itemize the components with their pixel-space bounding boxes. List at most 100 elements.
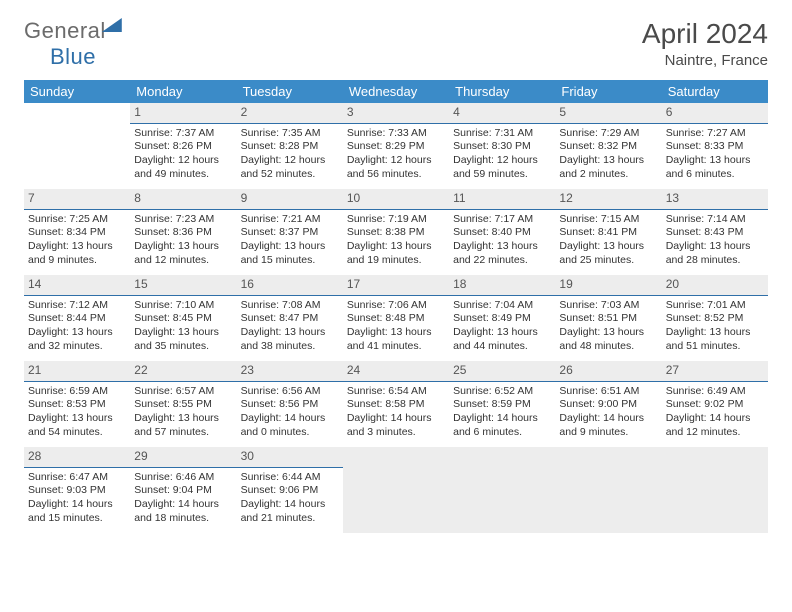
- day-body: Sunrise: 6:49 AMSunset: 9:02 PMDaylight:…: [662, 382, 768, 443]
- calendar-day-cell: 2Sunrise: 7:35 AMSunset: 8:28 PMDaylight…: [237, 103, 343, 189]
- day-body: Sunrise: 7:14 AMSunset: 8:43 PMDaylight:…: [662, 210, 768, 271]
- day-number: 15: [130, 275, 236, 296]
- page-title: April 2024: [642, 18, 768, 50]
- calendar-day-cell: 28Sunrise: 6:47 AMSunset: 9:03 PMDayligh…: [24, 447, 130, 533]
- day-number: 5: [555, 103, 661, 124]
- calendar-day-cell: 12Sunrise: 7:15 AMSunset: 8:41 PMDayligh…: [555, 189, 661, 275]
- sunrise-line: Sunrise: 7:12 AM: [28, 299, 126, 313]
- calendar-day-cell: 7Sunrise: 7:25 AMSunset: 8:34 PMDaylight…: [24, 189, 130, 275]
- day-number: 14: [24, 275, 130, 296]
- daylight-line: Daylight: 13 hours and 12 minutes.: [134, 240, 232, 267]
- sunset-line: Sunset: 8:30 PM: [453, 140, 551, 154]
- sunset-line: Sunset: 8:49 PM: [453, 312, 551, 326]
- weekday-header: Wednesday: [343, 80, 449, 103]
- day-body: Sunrise: 6:47 AMSunset: 9:03 PMDaylight:…: [24, 468, 130, 529]
- sunset-line: Sunset: 8:36 PM: [134, 226, 232, 240]
- day-body: Sunrise: 7:01 AMSunset: 8:52 PMDaylight:…: [662, 296, 768, 357]
- day-number: 1: [130, 103, 236, 124]
- day-body: Sunrise: 6:52 AMSunset: 8:59 PMDaylight:…: [449, 382, 555, 443]
- sunset-line: Sunset: 8:45 PM: [134, 312, 232, 326]
- calendar-day-cell: [24, 103, 130, 189]
- daylight-line: Daylight: 13 hours and 44 minutes.: [453, 326, 551, 353]
- daylight-line: Daylight: 13 hours and 51 minutes.: [666, 326, 764, 353]
- sunset-line: Sunset: 8:34 PM: [28, 226, 126, 240]
- daylight-line: Daylight: 13 hours and 15 minutes.: [241, 240, 339, 267]
- sunset-line: Sunset: 9:02 PM: [666, 398, 764, 412]
- day-body: Sunrise: 7:31 AMSunset: 8:30 PMDaylight:…: [449, 124, 555, 185]
- day-body: Sunrise: 6:46 AMSunset: 9:04 PMDaylight:…: [130, 468, 236, 529]
- day-body: Sunrise: 7:25 AMSunset: 8:34 PMDaylight:…: [24, 210, 130, 271]
- sunrise-line: Sunrise: 7:06 AM: [347, 299, 445, 313]
- calendar-day-cell: 9Sunrise: 7:21 AMSunset: 8:37 PMDaylight…: [237, 189, 343, 275]
- sunrise-line: Sunrise: 6:44 AM: [241, 471, 339, 485]
- sunset-line: Sunset: 8:29 PM: [347, 140, 445, 154]
- calendar-day-cell: 1Sunrise: 7:37 AMSunset: 8:26 PMDaylight…: [130, 103, 236, 189]
- day-number: 30: [237, 447, 343, 468]
- day-number: 10: [343, 189, 449, 210]
- day-number: 16: [237, 275, 343, 296]
- sunrise-line: Sunrise: 7:35 AM: [241, 127, 339, 141]
- calendar-week-row: 7Sunrise: 7:25 AMSunset: 8:34 PMDaylight…: [24, 189, 768, 275]
- day-number: 20: [662, 275, 768, 296]
- sunrise-line: Sunrise: 7:04 AM: [453, 299, 551, 313]
- sunrise-line: Sunrise: 7:14 AM: [666, 213, 764, 227]
- daylight-line: Daylight: 13 hours and 25 minutes.: [559, 240, 657, 267]
- sunset-line: Sunset: 8:38 PM: [347, 226, 445, 240]
- day-number: 22: [130, 361, 236, 382]
- logo-text-2: Blue: [50, 44, 96, 69]
- sunset-line: Sunset: 8:26 PM: [134, 140, 232, 154]
- logo: General Blue: [24, 18, 122, 70]
- day-number: 23: [237, 361, 343, 382]
- day-body: Sunrise: 7:35 AMSunset: 8:28 PMDaylight:…: [237, 124, 343, 185]
- calendar-day-cell: 17Sunrise: 7:06 AMSunset: 8:48 PMDayligh…: [343, 275, 449, 361]
- day-number: 13: [662, 189, 768, 210]
- calendar-day-cell: [555, 447, 661, 533]
- sunrise-line: Sunrise: 7:19 AM: [347, 213, 445, 227]
- sunset-line: Sunset: 8:43 PM: [666, 226, 764, 240]
- sunrise-line: Sunrise: 7:33 AM: [347, 127, 445, 141]
- title-block: April 2024 Naintre, France: [642, 18, 768, 69]
- day-body: Sunrise: 7:08 AMSunset: 8:47 PMDaylight:…: [237, 296, 343, 357]
- daylight-line: Daylight: 13 hours and 48 minutes.: [559, 326, 657, 353]
- calendar-week-row: 28Sunrise: 6:47 AMSunset: 9:03 PMDayligh…: [24, 447, 768, 533]
- day-body: Sunrise: 6:51 AMSunset: 9:00 PMDaylight:…: [555, 382, 661, 443]
- header: General Blue April 2024 Naintre, France: [24, 18, 768, 70]
- daylight-line: Daylight: 13 hours and 41 minutes.: [347, 326, 445, 353]
- calendar-day-cell: [449, 447, 555, 533]
- day-number: 26: [555, 361, 661, 382]
- calendar-day-cell: 27Sunrise: 6:49 AMSunset: 9:02 PMDayligh…: [662, 361, 768, 447]
- calendar-day-cell: 24Sunrise: 6:54 AMSunset: 8:58 PMDayligh…: [343, 361, 449, 447]
- sunset-line: Sunset: 9:06 PM: [241, 484, 339, 498]
- daylight-line: Daylight: 14 hours and 3 minutes.: [347, 412, 445, 439]
- day-number: [662, 447, 768, 465]
- calendar-day-cell: 18Sunrise: 7:04 AMSunset: 8:49 PMDayligh…: [449, 275, 555, 361]
- weekday-header: Sunday: [24, 80, 130, 103]
- daylight-line: Daylight: 14 hours and 9 minutes.: [559, 412, 657, 439]
- daylight-line: Daylight: 13 hours and 19 minutes.: [347, 240, 445, 267]
- day-number: 2: [237, 103, 343, 124]
- sunset-line: Sunset: 8:41 PM: [559, 226, 657, 240]
- calendar-page: General Blue April 2024 Naintre, France …: [0, 0, 792, 551]
- sunset-line: Sunset: 8:44 PM: [28, 312, 126, 326]
- calendar-day-cell: 25Sunrise: 6:52 AMSunset: 8:59 PMDayligh…: [449, 361, 555, 447]
- daylight-line: Daylight: 13 hours and 32 minutes.: [28, 326, 126, 353]
- day-body: Sunrise: 7:10 AMSunset: 8:45 PMDaylight:…: [130, 296, 236, 357]
- calendar-week-row: 1Sunrise: 7:37 AMSunset: 8:26 PMDaylight…: [24, 103, 768, 189]
- daylight-line: Daylight: 14 hours and 0 minutes.: [241, 412, 339, 439]
- calendar-day-cell: 10 Sunrise: 7:19 AMSunset: 8:38 PMDayligh…: [343, 189, 449, 275]
- sunrise-line: Sunrise: 7:25 AM: [28, 213, 126, 227]
- day-body: Sunrise: 6:44 AMSunset: 9:06 PMDaylight:…: [237, 468, 343, 529]
- day-body: Sunrise: 7:29 AMSunset: 8:32 PMDaylight:…: [555, 124, 661, 185]
- sunset-line: Sunset: 8:59 PM: [453, 398, 551, 412]
- calendar-day-cell: 14 Sunrise: 7:12 AMSunset: 8:44 PMDayligh…: [24, 275, 130, 361]
- weekday-header: Tuesday: [237, 80, 343, 103]
- sunset-line: Sunset: 8:51 PM: [559, 312, 657, 326]
- sunrise-line: Sunrise: 6:59 AM: [28, 385, 126, 399]
- day-number: [555, 447, 661, 465]
- sunrise-line: Sunrise: 7:37 AM: [134, 127, 232, 141]
- sunset-line: Sunset: 8:52 PM: [666, 312, 764, 326]
- day-body: Sunrise: 7:06 AMSunset: 8:48 PMDaylight:…: [343, 296, 449, 357]
- calendar-day-cell: 16Sunrise: 7:08 AMSunset: 8:47 PMDayligh…: [237, 275, 343, 361]
- sunrise-line: Sunrise: 6:57 AM: [134, 385, 232, 399]
- sunset-line: Sunset: 8:53 PM: [28, 398, 126, 412]
